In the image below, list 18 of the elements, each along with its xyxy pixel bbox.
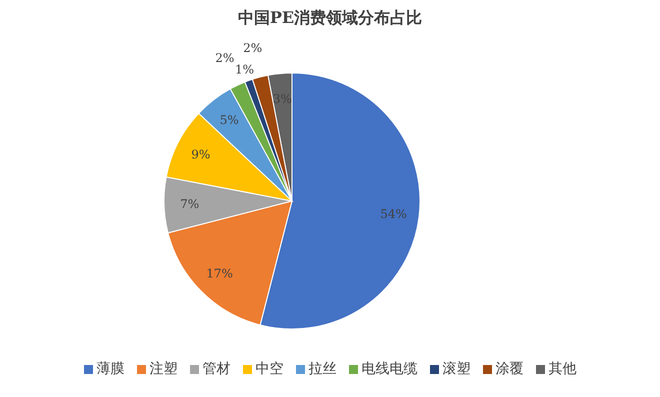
data-label: 5% <box>220 113 239 128</box>
data-label: 7% <box>180 197 200 212</box>
legend-label: 涂覆 <box>496 360 524 378</box>
legend-label: 滚塑 <box>442 360 470 378</box>
legend-label: 电线电缆 <box>362 360 418 378</box>
data-label: 2% <box>215 51 234 66</box>
legend-label: 拉丝 <box>308 360 336 378</box>
legend-label: 注塑 <box>150 360 178 378</box>
data-label: 1% <box>235 62 254 76</box>
legend-label: 薄膜 <box>96 360 124 378</box>
legend-label: 其他 <box>548 360 576 378</box>
data-label: 9% <box>191 148 210 162</box>
legend-label: 管材 <box>202 360 230 378</box>
chart-title: 中国PE消费领域分布占比 <box>236 8 424 29</box>
data-label: 17% <box>206 266 233 280</box>
data-label: 2% <box>243 40 262 55</box>
legend-label: 中空 <box>256 360 284 378</box>
data-label: 54% <box>380 206 407 221</box>
